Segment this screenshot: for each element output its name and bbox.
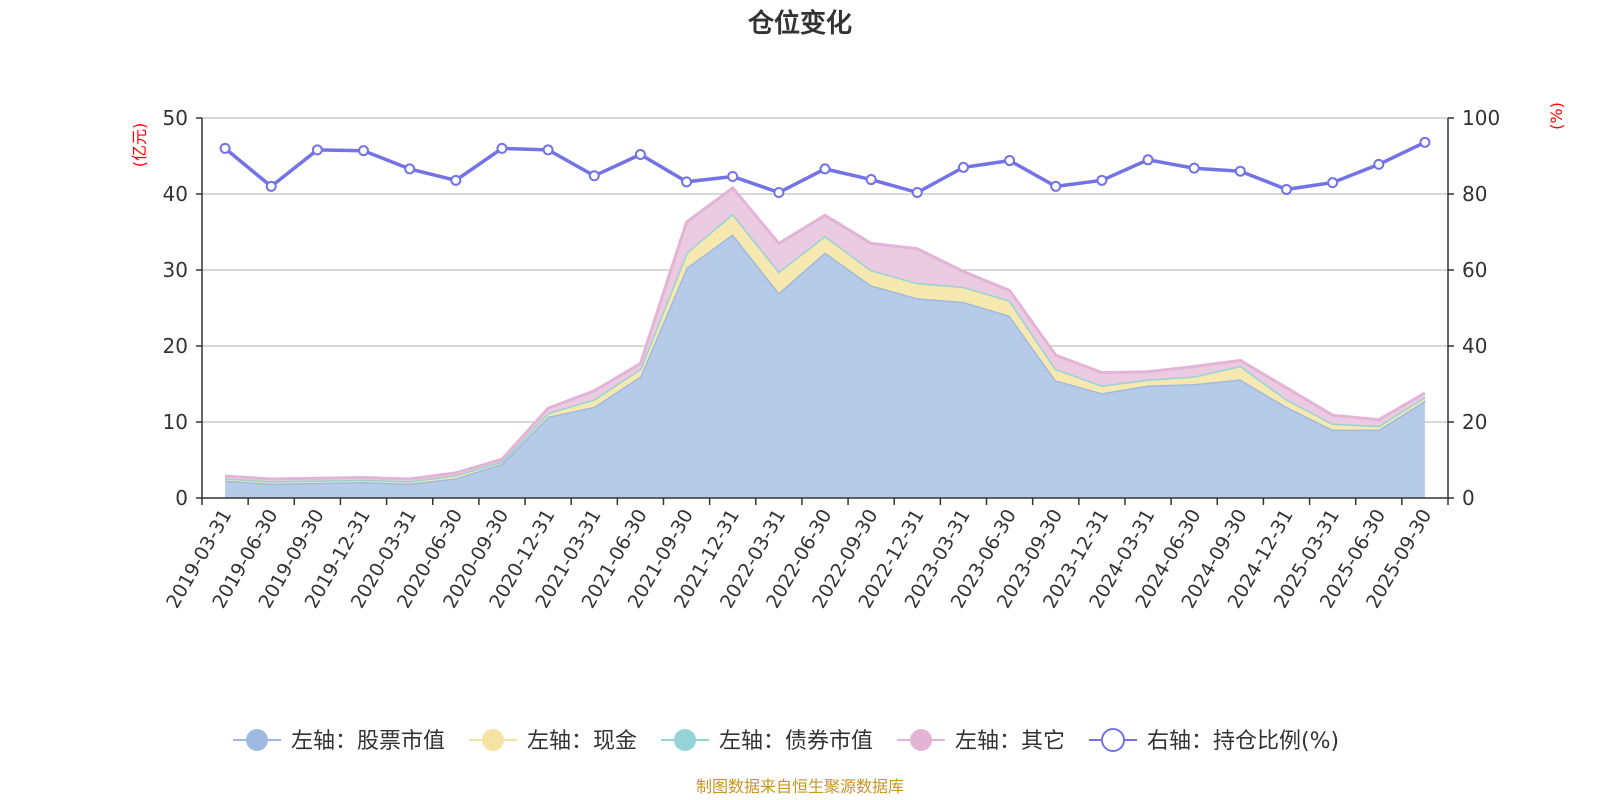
right-tick-label: 80 [1462,182,1487,206]
legend-marker-3 [910,729,932,751]
right-axis-unit: (%) [1547,102,1566,130]
ratio-point [681,176,693,188]
ratio-point [1004,155,1016,167]
ratio-point [1050,180,1062,192]
ratio-point [450,174,462,186]
left-tick-label: 50 [163,106,188,130]
left-tick-label: 10 [163,410,188,434]
right-tick-label: 60 [1462,258,1487,282]
legend-marker-2 [674,729,696,751]
ratio-point [819,163,831,175]
ratio-point [773,186,785,198]
source-note: 制图数据来自恒生聚源数据库 [696,777,904,796]
legend-marker-0 [246,729,268,751]
legend-marker-1 [482,729,504,751]
legend-label-1: 左轴：现金 [527,729,637,754]
ratio-point [1327,177,1339,189]
right-tick-label: 40 [1462,334,1487,358]
ratio-point [1373,158,1385,170]
legend: 左轴：股票市值 左轴：现金 左轴：债券市值 左轴：其它 右轴：持仓比例(%) [233,728,1339,754]
ratio-point [1188,162,1200,174]
right-tick-label: 0 [1462,486,1475,510]
chart-title: 仓位变化 [747,8,852,39]
ratio-point [542,144,554,156]
ratio-point [1234,165,1246,177]
area-series-0 [225,234,1425,499]
left-tick-label: 0 [175,486,188,510]
ratio-point [358,145,370,157]
ratio-point [634,148,646,160]
ratio-line [219,136,1431,198]
right-tick-label: 20 [1462,410,1487,434]
ratio-point [404,163,416,175]
ratio-point [957,161,969,173]
legend-label-4: 右轴：持仓比例(%) [1147,729,1339,754]
left-axis-unit: (亿元) [130,123,149,168]
area-series-edge-3 [225,185,1426,481]
ratio-point [1419,136,1431,148]
legend-label-3: 左轴：其它 [955,729,1065,754]
ratio-point [1096,174,1108,186]
left-tick-label: 20 [163,334,188,358]
stacked-areas [224,185,1426,499]
legend-label-2: 左轴：债券市值 [719,729,873,754]
ratio-point [911,186,923,198]
ratio-point [265,180,277,192]
left-tick-label: 40 [163,182,188,206]
ratio-point [588,170,600,182]
ratio-point [865,174,877,186]
legend-marker-4 [1101,728,1125,752]
ratio-point [1142,154,1154,166]
ratio-point [496,142,508,154]
ratio-point [727,171,739,183]
left-tick-label: 30 [163,258,188,282]
ratio-point [1280,183,1292,195]
right-tick-label: 100 [1462,106,1500,130]
legend-label-0: 左轴：股票市值 [291,729,445,754]
ratio-point [311,144,323,156]
ratio-point [219,142,231,154]
